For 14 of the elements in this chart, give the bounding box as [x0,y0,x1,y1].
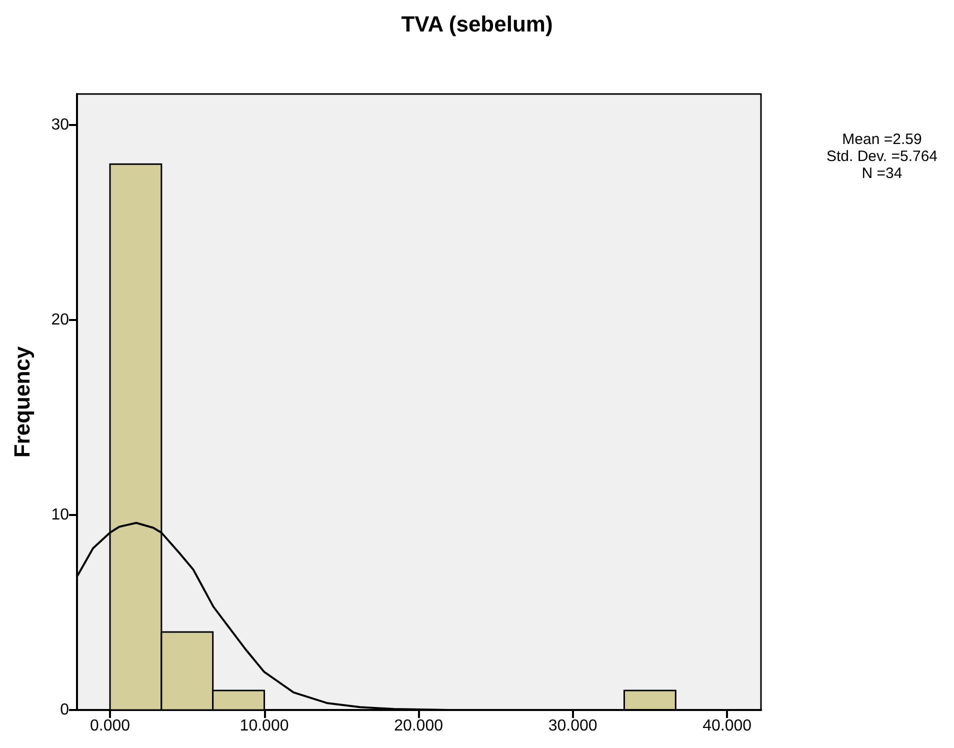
y-tick-label: 0 [60,702,70,718]
y-tick-label: 10 [51,506,70,524]
text: N =34 [862,165,902,182]
text: Mean =2.59 [842,131,922,148]
y-axis-title: Frequency [10,346,34,458]
text: Std. Dev. =5.764 [826,148,938,165]
x-tick-label: 0.000 [90,718,130,734]
x-tick-label: 30.000 [548,718,598,734]
chart-title: TVA (sebelum) [401,12,553,36]
x-tick-label: 20.000 [394,718,444,734]
x-tick-label: 10.000 [240,718,289,734]
y-tick-label: 30 [51,116,70,134]
y-tick-label: 20 [51,312,70,329]
x-tick-label: 40.000 [702,718,752,734]
